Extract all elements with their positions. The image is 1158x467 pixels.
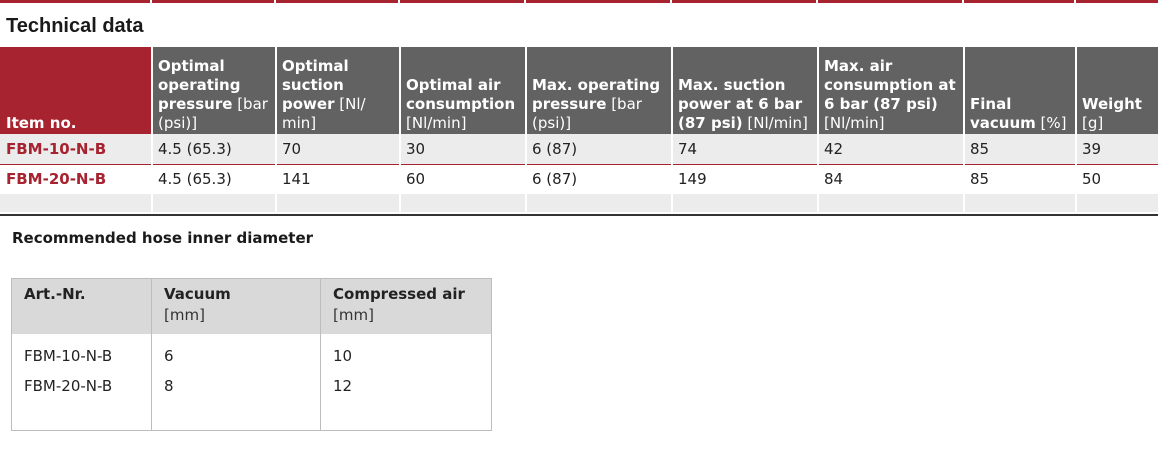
table-cell: 39 <box>1075 134 1158 165</box>
header-max-air-consumption: Max. air consumption at 6 bar (87 psi) [N… <box>817 47 964 134</box>
table-header-row: Item no. Optimal operating pressure [bar … <box>0 47 1158 134</box>
table-row: FBM-20-N-B 4.5 (65.3) 141 60 6 (87) 149 … <box>0 164 1158 194</box>
item-no-cell: FBM-10-N-B <box>0 134 152 165</box>
technical-data-table: Item no. Optimal operating pressure [bar … <box>0 47 1158 212</box>
header-compressed-air: Compressed air [mm] <box>320 278 492 334</box>
table-cell: 6 (87) <box>525 134 672 165</box>
table-cell: 85 <box>963 164 1076 194</box>
hose-diameter-table: Art.-Nr. Vacuum [mm] Compressed air [mm] F… <box>11 278 492 431</box>
table-cell: 149 <box>671 164 818 194</box>
header-max-suction-power: Max. suction power at 6 bar (87 psi) [Nl… <box>671 47 818 134</box>
header-optimal-suction-power: Optimal suction power [Nl/ min] <box>275 47 400 134</box>
header-final-vacuum: Final vacuum [%] <box>963 47 1076 134</box>
header-optimal-air-consumption: Optimal air consumption [Nl/min] <box>399 47 526 134</box>
compressed-air-cell: 10 <box>320 340 492 371</box>
hose-row: FBM-10-N-B 6 10 <box>12 340 492 371</box>
table-cell: 74 <box>671 134 818 165</box>
art-nr-cell: FBM-20-N-B <box>24 376 113 395</box>
table-cell: 42 <box>817 134 964 165</box>
table-cell: 85 <box>963 134 1076 165</box>
section-title: Technical data <box>6 15 144 37</box>
table-cell: 60 <box>399 164 526 194</box>
table-cell: 84 <box>817 164 964 194</box>
art-nr-cell: FBM-10-N-B <box>24 346 113 365</box>
hose-section-title: Recommended hose inner diameter <box>12 229 314 247</box>
top-accent-rule <box>0 0 1158 4</box>
header-weight: Weight [g] <box>1075 47 1158 134</box>
header-max-operating-pressure: Max. operating pressure [bar (psi)] <box>525 47 672 134</box>
table-cell: 141 <box>275 164 400 194</box>
table-cell: 4.5 (65.3) <box>151 134 276 165</box>
item-no-cell: FBM-20-N-B <box>0 164 152 194</box>
hose-header-row: Art.-Nr. Vacuum [mm] Compressed air [mm] <box>11 278 492 334</box>
vacuum-cell: 6 <box>151 340 321 371</box>
table-cell: 6 (87) <box>525 164 672 194</box>
table-spacer-row <box>0 194 1158 212</box>
header-item-no: Item no. <box>0 47 152 134</box>
table-bottom-rule <box>0 214 1158 216</box>
table-cell: 30 <box>399 134 526 165</box>
header-optimal-operating-pressure: Optimal operating pressure [bar (psi)] <box>151 47 276 134</box>
header-vacuum: Vacuum [mm] <box>151 278 321 334</box>
table-cell: 4.5 (65.3) <box>151 164 276 194</box>
table-cell: 50 <box>1075 164 1158 194</box>
vacuum-cell: 8 <box>151 370 321 401</box>
compressed-air-cell: 12 <box>320 370 492 401</box>
table-cell: 70 <box>275 134 400 165</box>
hose-row: FBM-20-N-B 8 12 <box>12 370 492 401</box>
header-art-nr: Art.-Nr. <box>11 278 152 334</box>
table-row: FBM-10-N-B 4.5 (65.3) 70 30 6 (87) 74 42… <box>0 134 1158 165</box>
